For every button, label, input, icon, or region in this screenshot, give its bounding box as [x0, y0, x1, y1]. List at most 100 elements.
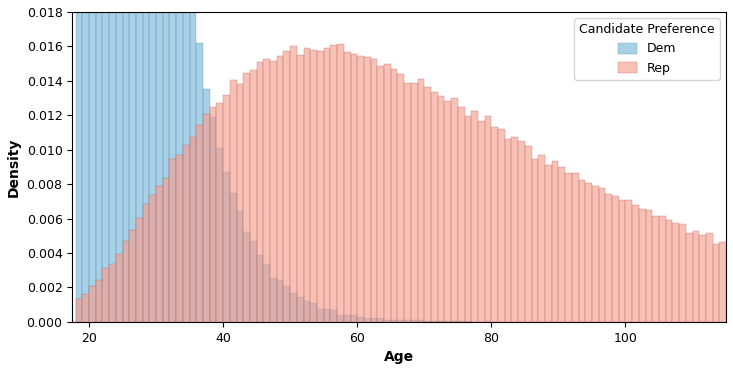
Bar: [418, 79, 424, 322]
Bar: [585, 183, 592, 322]
Bar: [377, 66, 384, 322]
Bar: [712, 243, 719, 322]
Bar: [371, 59, 377, 322]
Bar: [371, 318, 377, 322]
Bar: [719, 242, 726, 322]
Bar: [531, 158, 538, 322]
Bar: [512, 137, 518, 322]
Bar: [156, 187, 163, 322]
Bar: [183, 145, 190, 322]
Bar: [136, 0, 143, 322]
Bar: [545, 165, 552, 322]
Bar: [284, 286, 290, 322]
Bar: [525, 147, 531, 322]
Bar: [96, 280, 103, 322]
Bar: [257, 255, 263, 322]
Bar: [458, 321, 465, 322]
Bar: [150, 0, 156, 322]
Bar: [646, 210, 652, 322]
Bar: [666, 220, 672, 322]
Bar: [605, 194, 612, 322]
Bar: [538, 155, 545, 322]
Bar: [431, 92, 438, 322]
Bar: [572, 173, 578, 322]
Bar: [324, 48, 331, 322]
Bar: [377, 318, 384, 322]
Bar: [438, 321, 444, 322]
Bar: [237, 211, 243, 322]
Bar: [210, 116, 216, 322]
Bar: [578, 180, 585, 322]
Bar: [196, 125, 203, 322]
Bar: [478, 121, 485, 322]
Bar: [129, 230, 136, 322]
Bar: [491, 127, 498, 322]
Bar: [169, 159, 176, 322]
Bar: [384, 64, 391, 322]
Bar: [331, 311, 337, 322]
Bar: [143, 0, 150, 322]
Bar: [103, 0, 109, 322]
Bar: [116, 254, 122, 322]
Bar: [672, 223, 679, 322]
Bar: [639, 209, 646, 322]
Bar: [324, 309, 331, 322]
Bar: [216, 103, 223, 322]
Bar: [257, 62, 263, 322]
Bar: [438, 96, 444, 322]
Bar: [404, 83, 411, 322]
Bar: [109, 264, 116, 322]
Bar: [303, 48, 310, 322]
Bar: [150, 195, 156, 322]
Bar: [565, 173, 572, 322]
X-axis label: Age: Age: [384, 350, 414, 364]
Bar: [176, 155, 183, 322]
Bar: [216, 148, 223, 322]
Bar: [384, 320, 391, 322]
Bar: [190, 138, 196, 322]
Bar: [418, 320, 424, 322]
Bar: [203, 114, 210, 322]
Bar: [277, 280, 284, 322]
Bar: [391, 69, 397, 322]
Bar: [599, 188, 605, 322]
Bar: [82, 293, 89, 322]
Bar: [498, 129, 505, 322]
Bar: [485, 116, 491, 322]
Bar: [411, 320, 418, 322]
Bar: [451, 98, 458, 322]
Bar: [465, 321, 471, 322]
Bar: [250, 241, 257, 322]
Bar: [122, 0, 129, 322]
Bar: [424, 321, 431, 322]
Bar: [190, 0, 196, 322]
Bar: [344, 315, 350, 322]
Bar: [652, 216, 659, 322]
Bar: [223, 95, 230, 322]
Bar: [290, 46, 297, 322]
Bar: [176, 0, 183, 322]
Bar: [156, 0, 163, 322]
Bar: [290, 293, 297, 322]
Bar: [458, 107, 465, 322]
Bar: [331, 45, 337, 322]
Legend: Dem, Rep: Dem, Rep: [574, 18, 720, 80]
Bar: [297, 55, 303, 322]
Bar: [317, 309, 324, 322]
Bar: [632, 205, 639, 322]
Bar: [397, 320, 404, 322]
Bar: [297, 297, 303, 322]
Bar: [143, 204, 150, 322]
Bar: [424, 87, 431, 322]
Bar: [230, 81, 237, 322]
Bar: [203, 89, 210, 322]
Bar: [310, 50, 317, 322]
Bar: [310, 303, 317, 322]
Bar: [471, 111, 478, 322]
Bar: [337, 315, 344, 322]
Bar: [404, 320, 411, 322]
Bar: [243, 232, 250, 322]
Bar: [679, 224, 686, 322]
Bar: [391, 319, 397, 322]
Bar: [230, 193, 237, 322]
